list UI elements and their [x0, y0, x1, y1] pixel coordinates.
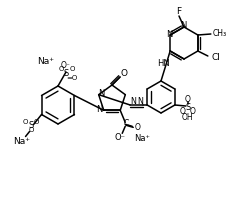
Text: Cl: Cl: [211, 53, 220, 63]
Text: O: O: [69, 66, 75, 72]
Text: S: S: [185, 103, 190, 112]
Text: N: N: [99, 89, 105, 98]
Text: C: C: [124, 119, 129, 128]
Text: O: O: [190, 107, 196, 116]
Text: O⁻: O⁻: [115, 133, 126, 142]
Text: Na⁺: Na⁺: [134, 134, 150, 143]
Text: CH₃: CH₃: [213, 29, 227, 38]
Text: O: O: [34, 118, 39, 124]
Text: O: O: [29, 128, 34, 133]
Text: N: N: [130, 97, 136, 107]
Text: O: O: [23, 118, 28, 124]
Text: HN: HN: [157, 59, 169, 69]
Text: =O: =O: [66, 75, 77, 81]
Text: O: O: [185, 95, 191, 103]
Text: F: F: [176, 6, 182, 15]
Text: N: N: [97, 105, 103, 114]
Text: N: N: [137, 97, 143, 107]
Text: O⁻: O⁻: [61, 61, 71, 69]
Text: S: S: [29, 121, 34, 130]
Text: O: O: [58, 66, 64, 72]
Text: O: O: [120, 69, 128, 78]
Text: O: O: [134, 123, 140, 132]
Text: N: N: [166, 30, 172, 39]
Text: O: O: [180, 107, 186, 116]
Text: S: S: [63, 69, 69, 78]
Text: N: N: [180, 21, 186, 30]
Text: Na⁺: Na⁺: [38, 57, 55, 67]
Text: OH: OH: [182, 114, 194, 122]
Text: Na⁺: Na⁺: [13, 137, 30, 146]
